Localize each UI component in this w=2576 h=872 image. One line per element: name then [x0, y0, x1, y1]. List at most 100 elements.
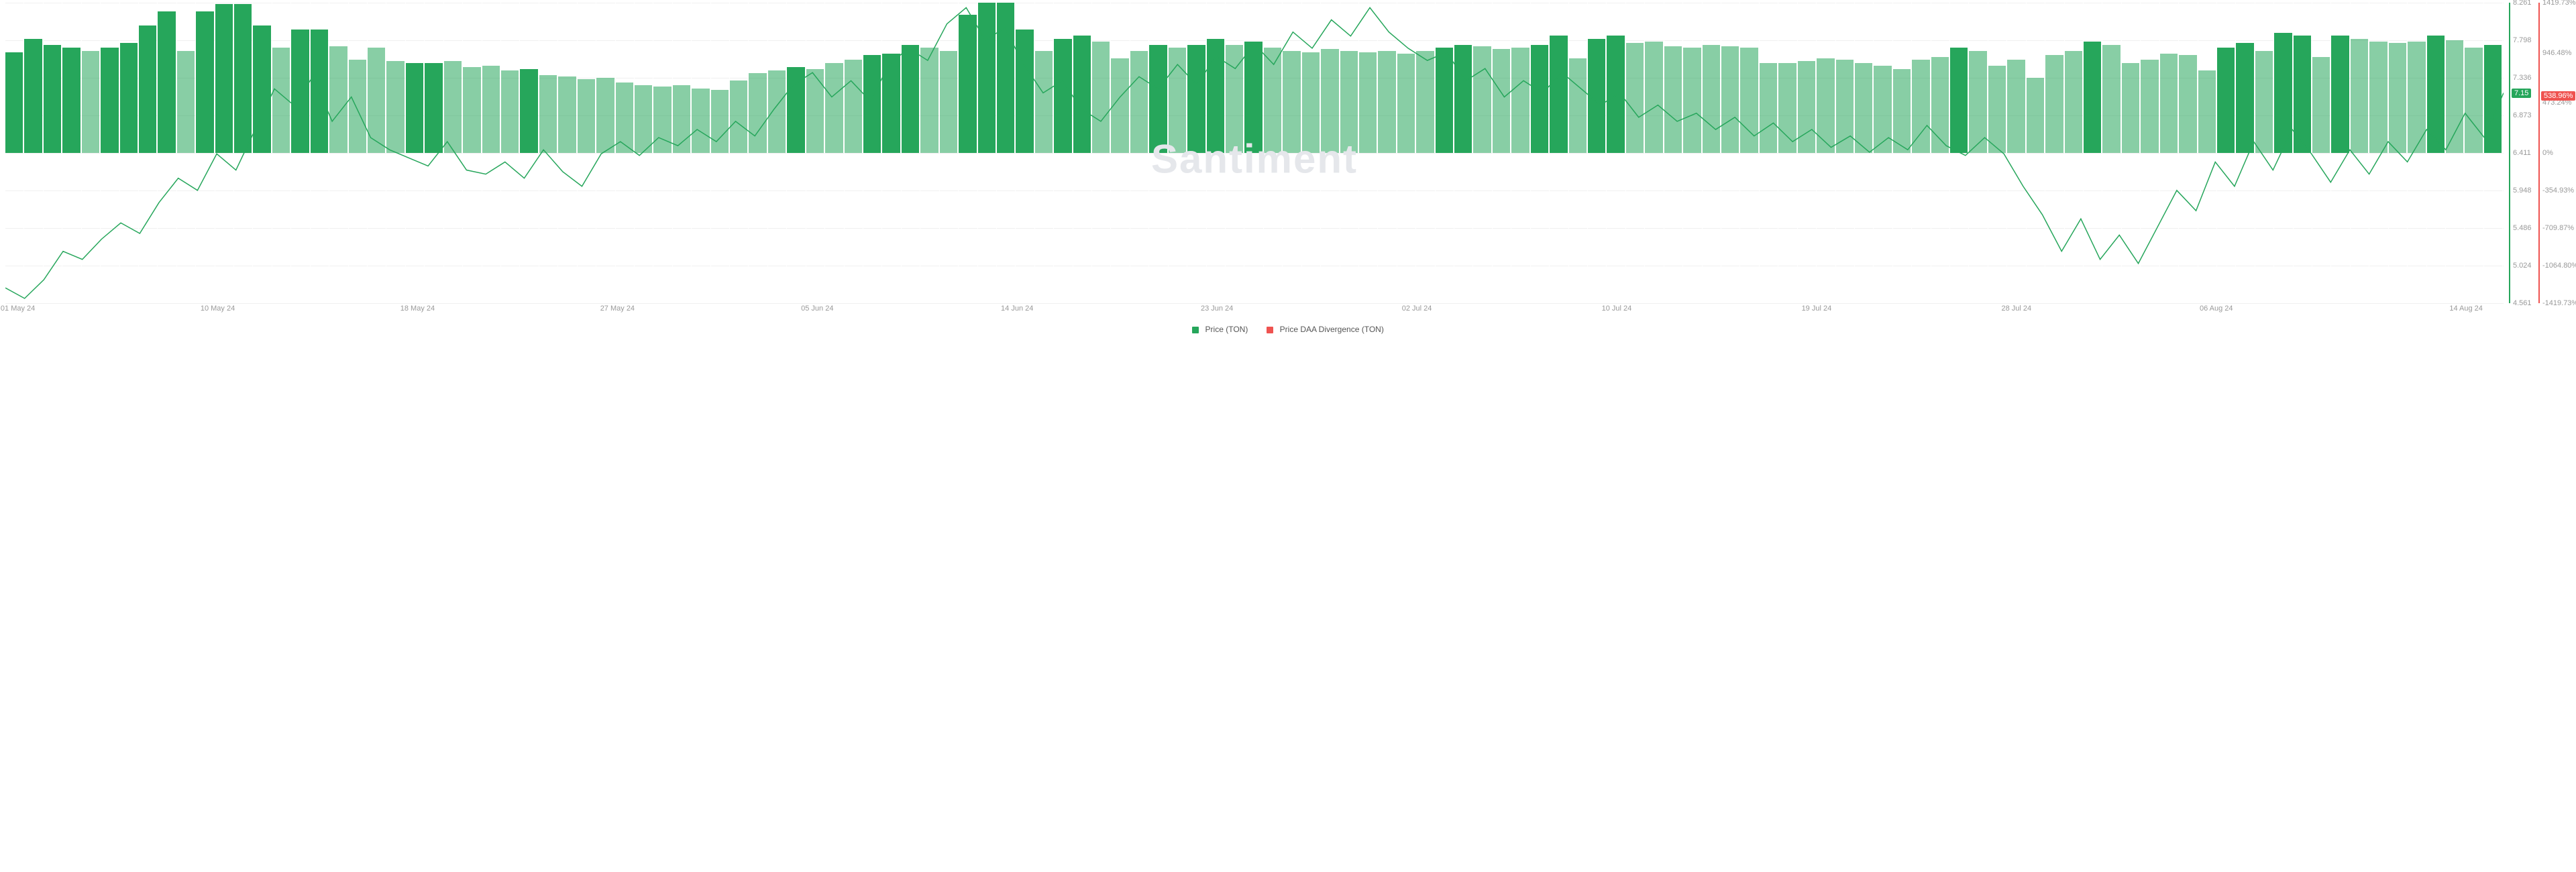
bar	[2160, 3, 2179, 303]
x-axis-tick: 27 May 24	[600, 305, 635, 313]
bar	[2141, 3, 2159, 303]
bar	[291, 3, 310, 303]
x-axis-dates: 01 May 2410 May 2418 May 2427 May 2405 J…	[5, 305, 2504, 317]
right-axis-tick: 1419.73%	[2542, 0, 2576, 7]
bar	[1798, 3, 1817, 303]
bar	[920, 3, 939, 303]
bar-series	[5, 3, 2504, 303]
bar	[1778, 3, 1797, 303]
plot-area: Santiment	[5, 3, 2504, 303]
bar	[1244, 3, 1263, 303]
right-axis-tick: -354.93%	[2542, 186, 2574, 195]
bar	[2236, 3, 2255, 303]
x-axis-tick: 28 Jul 24	[2001, 305, 2031, 313]
bar	[578, 3, 596, 303]
bar	[1226, 3, 1244, 303]
bar	[635, 3, 653, 303]
bar	[2179, 3, 2198, 303]
bar	[1836, 3, 1855, 303]
bar	[62, 3, 81, 303]
legend-label-price: Price (TON)	[1205, 325, 1248, 334]
bar	[1931, 3, 1950, 303]
right-axis-tick: -709.87%	[2542, 224, 2574, 232]
legend-item-price: Price (TON)	[1192, 325, 1248, 334]
bar	[1664, 3, 1683, 303]
legend-item-divergence: Price DAA Divergence (TON)	[1267, 325, 1384, 334]
bar	[653, 3, 672, 303]
x-axis-tick: 18 May 24	[400, 305, 435, 313]
left-axis-tick: 8.261	[2513, 0, 2532, 7]
bar	[1588, 3, 1607, 303]
bar	[1683, 3, 1702, 303]
bar	[2045, 3, 2064, 303]
x-axis-tick: 14 Jun 24	[1001, 305, 1033, 313]
bar	[1207, 3, 1226, 303]
bar	[253, 3, 272, 303]
bar	[978, 3, 997, 303]
bar	[24, 3, 43, 303]
bar	[463, 3, 482, 303]
bar	[1550, 3, 1568, 303]
divergence-current-badge: 538.96%	[2541, 91, 2575, 101]
bar	[1950, 3, 1969, 303]
left-axis-tick: 4.561	[2513, 299, 2532, 307]
bar	[596, 3, 615, 303]
bar	[311, 3, 329, 303]
bar	[2084, 3, 2102, 303]
bar	[2065, 3, 2084, 303]
bar	[1760, 3, 1778, 303]
bar	[158, 3, 176, 303]
bar	[82, 3, 101, 303]
bar	[2122, 3, 2141, 303]
bar	[1721, 3, 1740, 303]
bar	[825, 3, 844, 303]
x-axis-tick: 14 Aug 24	[2449, 305, 2483, 313]
crypto-price-chart: Santiment 8.2617.7987.3366.8736.4115.948…	[0, 0, 2576, 335]
bar	[2294, 3, 2312, 303]
bar	[2007, 3, 2026, 303]
bar	[997, 3, 1016, 303]
bar	[1073, 3, 1092, 303]
bar	[1340, 3, 1359, 303]
bar	[711, 3, 730, 303]
bar	[1149, 3, 1168, 303]
left-axis-tick: 6.873	[2513, 111, 2532, 119]
legend-swatch-price	[1192, 327, 1199, 333]
bar	[2217, 3, 2236, 303]
bar	[2408, 3, 2426, 303]
bar	[1054, 3, 1073, 303]
bar	[1187, 3, 1206, 303]
right-axis-tick: 0%	[2542, 149, 2553, 157]
legend-label-divergence: Price DAA Divergence (TON)	[1280, 325, 1384, 334]
bar	[1283, 3, 1301, 303]
bar	[1035, 3, 1054, 303]
bar	[2198, 3, 2217, 303]
bar	[272, 3, 291, 303]
bar	[196, 3, 215, 303]
bar	[5, 3, 24, 303]
x-axis-tick: 19 Jul 24	[1802, 305, 1832, 313]
bar	[1703, 3, 1721, 303]
bar	[2312, 3, 2331, 303]
bar	[2331, 3, 2350, 303]
bar	[177, 3, 196, 303]
bar	[768, 3, 787, 303]
bar	[101, 3, 119, 303]
bar	[1874, 3, 1892, 303]
left-y-axis-price: 8.2617.7987.3366.8736.4115.9485.4865.024…	[2509, 3, 2537, 303]
left-axis-tick: 7.798	[2513, 36, 2532, 44]
bar	[1264, 3, 1283, 303]
bar	[1321, 3, 1340, 303]
left-axis-tick: 6.411	[2513, 149, 2531, 157]
bar	[940, 3, 959, 303]
bar	[44, 3, 62, 303]
bar	[1569, 3, 1588, 303]
bar	[1493, 3, 1511, 303]
bar	[1302, 3, 1321, 303]
bar	[1817, 3, 1835, 303]
bar	[730, 3, 749, 303]
bar	[1016, 3, 1034, 303]
bar	[863, 3, 882, 303]
bar	[425, 3, 443, 303]
bar	[845, 3, 863, 303]
